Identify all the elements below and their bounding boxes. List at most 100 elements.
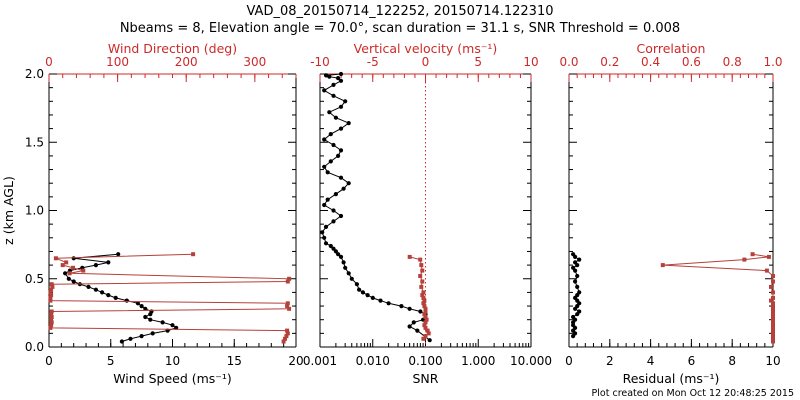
residual-series-1-point bbox=[771, 328, 775, 333]
wind-series-1-point bbox=[285, 328, 290, 333]
wind-series-0-point bbox=[113, 295, 118, 300]
residual-series-1-point bbox=[660, 263, 665, 268]
snr-series-0-point bbox=[323, 241, 329, 246]
snr-series-1-point bbox=[418, 274, 423, 278]
snr-series-1-point bbox=[422, 323, 427, 328]
wind-series-1-point bbox=[285, 331, 290, 336]
snr-series-1-point bbox=[423, 315, 428, 319]
wind-series-1-point bbox=[81, 268, 86, 273]
snr-series-0-point bbox=[331, 219, 336, 224]
snr-series-0-point bbox=[331, 82, 336, 87]
wind-series-1-point bbox=[49, 317, 54, 322]
snr-series-0-point bbox=[411, 320, 416, 325]
snr-top-tick-label: 5 bbox=[474, 55, 482, 69]
wind-series-0-point bbox=[148, 317, 153, 322]
residual-top-tick-label: 1.0 bbox=[763, 55, 782, 69]
residual-top-tick-label: 0.2 bbox=[600, 55, 619, 69]
wind-ytick-label: 1.5 bbox=[25, 135, 44, 149]
snr-xtick-label: 0.001 bbox=[303, 354, 337, 368]
snr-series-0-point bbox=[331, 246, 336, 251]
residual-xtick-label: 0 bbox=[565, 354, 573, 368]
residual-series-1-point bbox=[764, 268, 769, 273]
residual-series-0-point bbox=[573, 279, 578, 284]
wind-series-1-point bbox=[285, 279, 290, 284]
snr-series-0-point bbox=[357, 287, 362, 292]
snr-series-0-point bbox=[407, 306, 412, 311]
wind-top-tick-label: 0 bbox=[45, 55, 53, 69]
residual-series-1-point bbox=[769, 284, 773, 289]
snr-series-0-point bbox=[354, 282, 359, 287]
wind-series-1-point bbox=[71, 265, 75, 270]
snr-series-0-point bbox=[331, 142, 336, 148]
wind-series-0-point bbox=[93, 263, 98, 268]
wind-series-1-point bbox=[50, 284, 55, 289]
residual-series-1-point bbox=[771, 290, 775, 295]
snr-series-0-point bbox=[370, 295, 375, 300]
residual-series-1-point bbox=[771, 279, 775, 284]
wind-series-1-point bbox=[283, 336, 287, 341]
snr-top-tick-label: 0 bbox=[422, 55, 430, 69]
wind-series-0-point bbox=[71, 279, 76, 284]
snr-series-0-point bbox=[346, 181, 351, 186]
residual-series-0-point bbox=[571, 252, 576, 257]
wind-series-1-point bbox=[191, 252, 196, 257]
residual-series-1-point bbox=[742, 257, 747, 262]
residual-xtick-label: 4 bbox=[647, 354, 655, 368]
snr-series-0-point bbox=[327, 74, 332, 79]
snr-series-1-point bbox=[421, 290, 426, 295]
wind-xtick-label: 5 bbox=[107, 354, 115, 368]
residual-xtick-label: 8 bbox=[728, 354, 736, 368]
snr-series-0-point bbox=[427, 338, 432, 343]
snr-series-0-point bbox=[338, 148, 344, 153]
wind-ytick-label: 2.0 bbox=[25, 67, 44, 81]
snr-series-0-point bbox=[338, 71, 344, 77]
snr-series-0-point bbox=[322, 137, 327, 142]
residual-series-0-point bbox=[573, 260, 578, 265]
wind-top-tick-label: 300 bbox=[243, 55, 266, 69]
wind-bottom-axis-label: Wind Speed (ms⁻¹) bbox=[113, 371, 232, 386]
wind-top-tick-label: 100 bbox=[106, 55, 129, 69]
wind-series-0-point bbox=[143, 306, 148, 311]
wind-series-1-point bbox=[285, 301, 290, 306]
wind-ytick-label: 0.5 bbox=[25, 272, 44, 286]
snr-series-0-point bbox=[328, 243, 333, 249]
residual-series-1-point bbox=[771, 304, 775, 309]
snr-series-0-point bbox=[338, 126, 344, 131]
wind-top-tick-label: 200 bbox=[175, 55, 198, 69]
wind-series-1-point bbox=[287, 306, 292, 311]
snr-series-0-point bbox=[360, 290, 365, 295]
snr-series-1-point bbox=[420, 268, 425, 273]
snr-series-0-point bbox=[325, 197, 330, 202]
wind-series-1-point bbox=[67, 271, 72, 276]
figure-title-line1: VAD_08_20150714_122252, 20150714.122310 bbox=[247, 4, 554, 19]
snr-xtick-label: 1.000 bbox=[461, 354, 495, 368]
snr-series-0-point bbox=[333, 192, 338, 197]
wind-series-0-point bbox=[170, 323, 175, 328]
snr-series-1-point bbox=[420, 279, 425, 284]
snr-series-1-point bbox=[426, 331, 431, 336]
residual-series-1-point bbox=[771, 331, 775, 336]
wind-series-0-point bbox=[119, 339, 124, 344]
wind-series-1-point bbox=[64, 260, 69, 265]
snr-top-axis-label: Vertical velocity (ms⁻¹) bbox=[354, 41, 498, 56]
snr-series-1-point bbox=[422, 312, 427, 317]
snr-series-1-point bbox=[422, 304, 427, 309]
residual-series-1-point bbox=[771, 336, 775, 341]
snr-series-1-point bbox=[421, 295, 426, 300]
snr-xtick-label: 0.010 bbox=[356, 354, 390, 368]
snr-series-0-point bbox=[346, 121, 351, 126]
residual-xtick-label: 10 bbox=[765, 354, 780, 368]
snr-series-0-point bbox=[336, 76, 341, 81]
snr-series-0-point bbox=[325, 170, 330, 175]
snr-series-1-point bbox=[421, 336, 426, 341]
wind-series-0-point bbox=[128, 336, 133, 341]
wind-series-1-point bbox=[60, 263, 65, 268]
snr-series-0-point bbox=[341, 260, 346, 265]
residual-series-1-point bbox=[771, 312, 775, 317]
snr-top-tick-label: 10 bbox=[523, 55, 538, 69]
snr-series-0-point bbox=[338, 175, 344, 180]
wind-series-1-point bbox=[49, 309, 54, 314]
snr-series-1-point bbox=[424, 317, 429, 322]
wind-series-0-point bbox=[116, 252, 121, 257]
